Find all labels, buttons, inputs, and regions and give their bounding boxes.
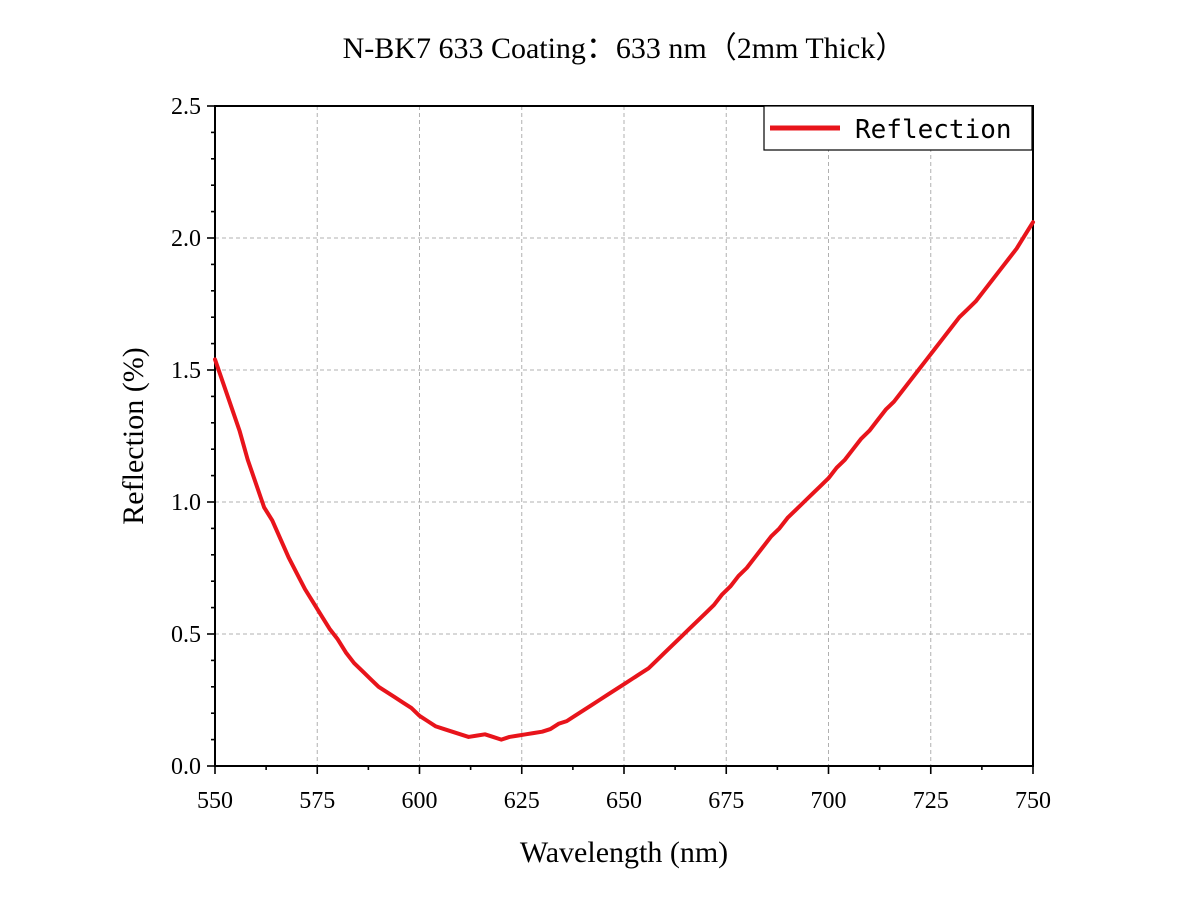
x-tick-label: 550 <box>197 788 233 814</box>
y-axis-label: Reflection (%) <box>117 347 150 524</box>
x-tick-label: 675 <box>708 788 744 814</box>
y-tick-label: 0.5 <box>171 622 201 648</box>
legend-label-reflection: Reflection <box>855 115 1012 145</box>
y-tick-label: 1.5 <box>171 358 201 384</box>
y-tick-labels: 0.0 0.5 1.0 1.5 2.0 2.5 <box>171 94 201 780</box>
chart-title: N-BK7 633 Coating：633 nm（2mm Thick） <box>343 32 906 65</box>
x-tick-label: 725 <box>913 788 949 814</box>
grid-lines <box>215 106 1033 766</box>
x-tick-label: 600 <box>402 788 438 814</box>
x-tick-label: 750 <box>1015 788 1051 814</box>
series-line-reflection <box>213 220 1035 742</box>
axis-ticks <box>207 105 1034 774</box>
x-tick-label: 575 <box>299 788 335 814</box>
y-tick-label: 0.0 <box>171 754 201 780</box>
x-tick-labels: 550 575 600 625 650 675 700 725 750 <box>197 788 1051 814</box>
x-axis-label: Wavelength (nm) <box>520 836 728 869</box>
x-tick-label: 700 <box>811 788 847 814</box>
y-tick-label: 2.5 <box>171 94 201 120</box>
x-tick-label: 650 <box>606 788 642 814</box>
series-layer <box>213 220 1035 742</box>
y-tick-label: 1.0 <box>171 490 201 516</box>
x-tick-label: 625 <box>504 788 540 814</box>
plot-frame <box>214 105 1034 767</box>
y-tick-label: 2.0 <box>171 226 201 252</box>
legend: Reflection <box>763 105 1033 151</box>
